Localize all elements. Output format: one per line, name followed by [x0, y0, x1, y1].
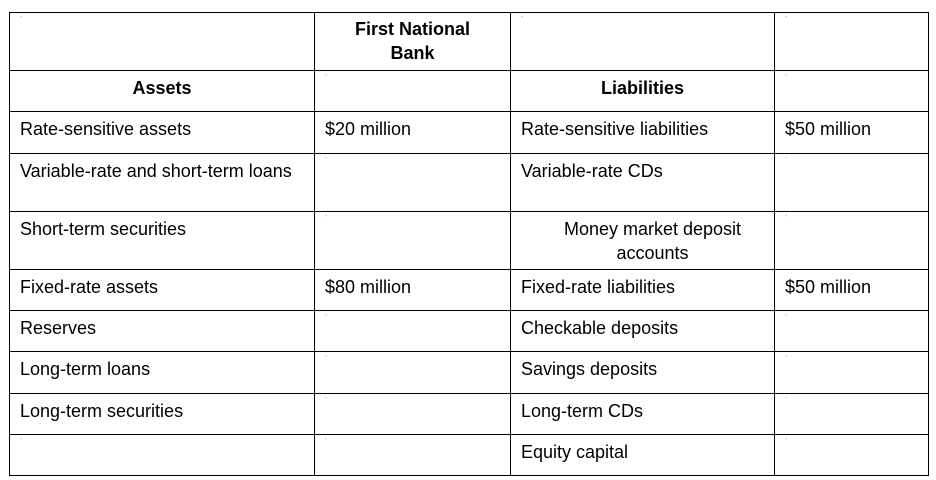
empty-cell: - [314, 351, 511, 394]
cell-marker: - [325, 212, 328, 220]
liability-label: Fixed-rate liabilities [521, 277, 676, 298]
asset-label: Long-term loans [20, 359, 151, 380]
liability-value-cell: $50 million [774, 269, 929, 312]
table-row: Variable-rate and short-term loans - Var… [9, 152, 929, 212]
asset-value: $20 million [325, 119, 412, 140]
cell-marker: - [785, 72, 788, 80]
liability-label: Checkable deposits [521, 318, 679, 339]
empty-cell: - [314, 310, 511, 353]
table-row: Fixed-rate assets $80 million Fixed-rate… [9, 269, 929, 312]
cell-marker: - [521, 14, 524, 21]
cell-marker: - [325, 312, 328, 320]
liability-cell: Money market deposit accounts [510, 210, 775, 271]
liability-cell: Checkable deposits [510, 310, 775, 353]
column-header-row: Assets - Liabilities - [9, 70, 929, 113]
empty-cell: - [314, 70, 511, 113]
liability-cell: Savings deposits [510, 351, 775, 394]
cell-marker: - [325, 353, 328, 361]
cell-marker: - [325, 154, 328, 162]
asset-cell: Variable-rate and short-term loans [9, 152, 315, 212]
liability-value: $50 million [785, 119, 872, 140]
asset-cell: Rate-sensitive assets [9, 111, 315, 154]
cell-marker: - [785, 394, 788, 402]
liability-label: Variable-rate CDs [521, 160, 663, 181]
asset-cell: Reserves [9, 310, 315, 353]
balance-sheet-table: - First National Bank - - Assets - Liabi… [9, 11, 929, 477]
liability-cell: Equity capital [510, 433, 775, 477]
empty-cell: - [774, 70, 929, 113]
cell-marker: - [785, 353, 788, 361]
asset-cell: Short-term securities [9, 210, 315, 271]
cell-marker: - [785, 212, 788, 220]
table-title-row: - First National Bank - - [9, 11, 929, 72]
empty-cell: - [774, 152, 929, 212]
empty-cell: - [510, 11, 775, 72]
liability-cell: Fixed-rate liabilities [510, 269, 775, 312]
liabilities-header-cell: Liabilities [510, 70, 775, 113]
asset-label: Long-term securities [20, 400, 184, 421]
assets-header-cell: Assets [9, 70, 315, 113]
assets-header: Assets [132, 78, 192, 99]
liability-cell: Variable-rate CDs [510, 152, 775, 212]
asset-cell: Long-term loans [9, 351, 315, 394]
cell-marker: - [785, 312, 788, 320]
cell-marker: - [325, 435, 328, 443]
table-row: Short-term securities - Money market dep… [9, 210, 929, 271]
empty-cell: - [774, 433, 929, 477]
table-row: Reserves - Checkable deposits - [9, 310, 929, 353]
bank-name: First National Bank [354, 19, 470, 63]
asset-value-cell: $20 million [314, 111, 511, 154]
liabilities-header: Liabilities [600, 78, 685, 99]
cell-marker: - [785, 154, 788, 162]
empty-cell: - [9, 433, 315, 477]
cell-marker: - [325, 72, 328, 80]
empty-cell: - [9, 11, 315, 72]
table-row: Long-term securities - Long-term CDs - [9, 392, 929, 435]
liability-cell: Long-term CDs [510, 392, 775, 435]
liability-label: Rate-sensitive liabilities [521, 119, 709, 140]
table-row: Rate-sensitive assets $20 million Rate-s… [9, 111, 929, 154]
cell-marker: - [20, 435, 23, 443]
cell-marker: - [785, 14, 788, 21]
empty-cell: - [774, 310, 929, 353]
liability-label: Savings deposits [521, 359, 658, 380]
cell-marker: - [325, 394, 328, 402]
empty-cell: - [774, 11, 929, 72]
asset-cell: Fixed-rate assets [9, 269, 315, 312]
asset-label: Rate-sensitive assets [20, 119, 192, 140]
bank-name-cell: First National Bank [314, 11, 511, 72]
table-row: - - Equity capital - [9, 433, 929, 477]
liability-label: Equity capital [521, 441, 629, 462]
asset-label: Reserves [20, 318, 97, 339]
cell-marker: - [20, 14, 23, 21]
asset-label: Short-term securities [20, 218, 187, 239]
asset-label: Variable-rate and short-term loans [20, 160, 292, 181]
empty-cell: - [774, 351, 929, 394]
liability-label: Money market deposit accounts [563, 218, 742, 263]
empty-cell: - [774, 392, 929, 435]
liability-value: $50 million [785, 277, 872, 298]
asset-label: Fixed-rate assets [20, 277, 159, 298]
empty-cell: - [314, 392, 511, 435]
empty-cell: - [314, 433, 511, 477]
liability-cell: Rate-sensitive liabilities [510, 111, 775, 154]
empty-cell: - [314, 152, 511, 212]
asset-value-cell: $80 million [314, 269, 511, 312]
empty-cell: - [314, 210, 511, 271]
liability-value-cell: $50 million [774, 111, 929, 154]
empty-cell: - [774, 210, 929, 271]
asset-cell: Long-term securities [9, 392, 315, 435]
liability-label: Long-term CDs [521, 400, 644, 421]
table-row: Long-term loans - Savings deposits - [9, 351, 929, 394]
asset-value: $80 million [325, 277, 412, 298]
cell-marker: - [785, 435, 788, 443]
